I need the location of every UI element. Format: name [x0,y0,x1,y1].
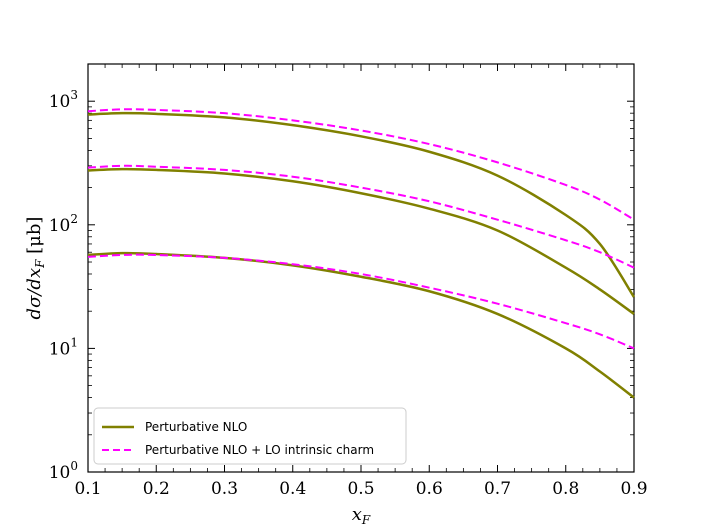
x-tick-label: 0.5 [347,479,374,499]
legend-label-nlo: Perturbative NLO [145,420,247,434]
series-nlo-ic-line-3 [87,253,635,350]
y-tick-label: 100 [49,459,78,483]
x-tick-label: 0.8 [552,479,579,499]
x-tick-label: 0.7 [484,479,511,499]
x-axis-label: xF [352,504,371,527]
series-nlo-ic-line-1 [87,108,635,221]
y-tick-label: 102 [49,212,78,236]
series-nlo-line-3 [87,251,635,399]
series-layer [87,108,636,399]
series-nlo-line-2 [87,167,635,315]
x-tick-label: 0.9 [620,479,647,499]
x-tick-label: 0.2 [143,479,170,499]
legend-box [93,407,407,465]
y-tick-label: 103 [49,88,78,112]
y-tick-label: 101 [49,335,78,359]
x-tick-label: 0.1 [74,479,101,499]
x-tick-label: 0.3 [211,479,238,499]
legend: Perturbative NLO Perturbative NLO + LO i… [93,407,407,465]
x-tick-label: 0.4 [279,479,306,499]
x-tick-label: 0.6 [416,479,443,499]
legend-label-ic: Perturbative NLO + LO intrinsic charm [145,443,374,457]
series-nlo-line-1 [87,111,636,298]
ticks-layer: 0.1 0.2 0.3 0.4 0.5 0.6 0.7 0.8 0.9 100 101 102 103 [49,63,648,499]
series-nlo-ic-line-2 [87,164,635,269]
y-axis-label: dσ/dxF [μb] [24,217,47,320]
